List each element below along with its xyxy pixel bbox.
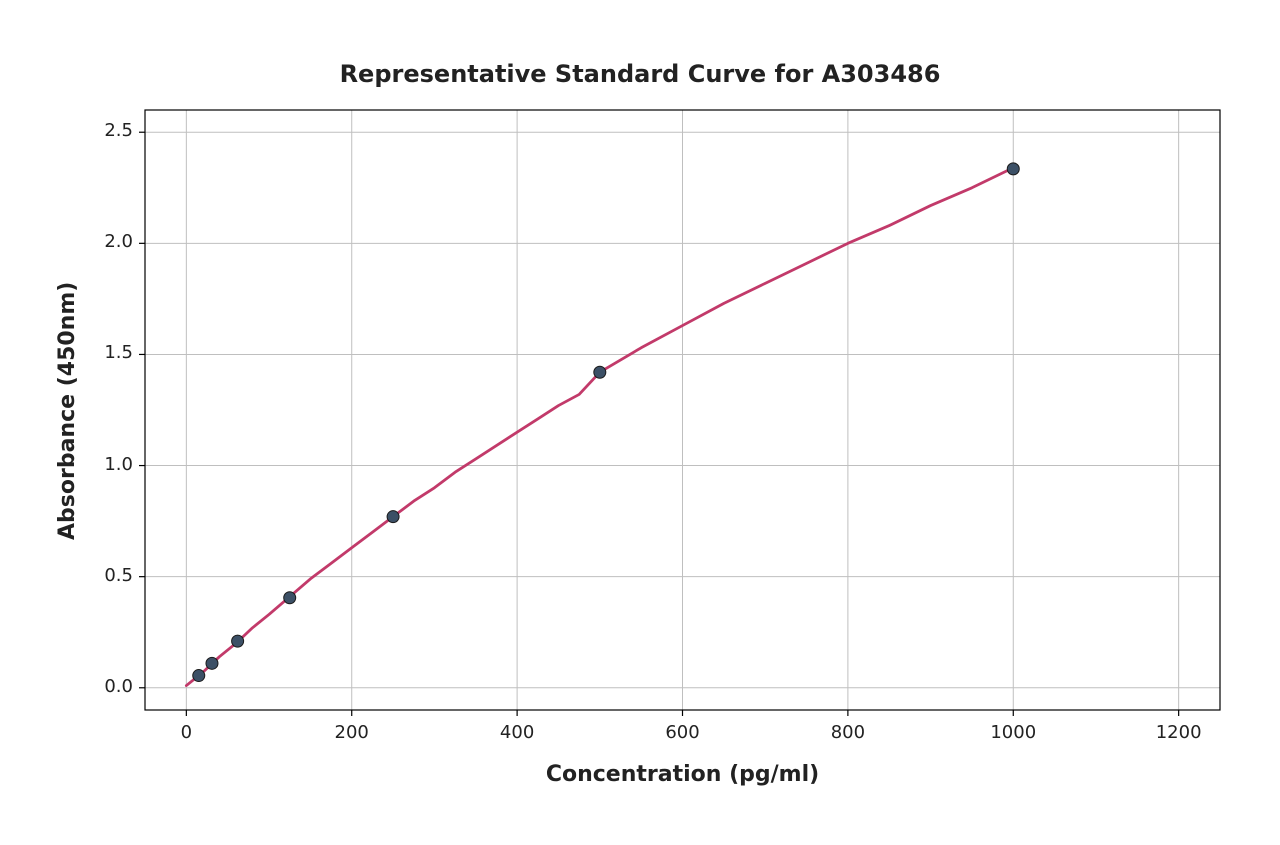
- x-tick-label: 600: [653, 722, 713, 743]
- data-marker: [594, 366, 606, 378]
- x-tick-label: 200: [322, 722, 382, 743]
- chart-container: Representative Standard Curve for A30348…: [0, 0, 1280, 845]
- y-tick-label: 2.0: [104, 231, 133, 252]
- y-axis-label: Absorbance (450nm): [55, 282, 80, 540]
- data-marker: [206, 657, 218, 669]
- y-tick-label: 1.5: [104, 342, 133, 363]
- y-tick-label: 0.0: [104, 676, 133, 697]
- data-marker: [232, 635, 244, 647]
- data-marker: [387, 511, 399, 523]
- x-tick-label: 1000: [983, 722, 1043, 743]
- y-tick-label: 0.5: [104, 565, 133, 586]
- data-marker: [193, 670, 205, 682]
- x-tick-label: 0: [156, 722, 216, 743]
- x-axis-label: Concentration (pg/ml): [0, 762, 1280, 787]
- x-tick-label: 1200: [1149, 722, 1209, 743]
- chart-svg: [0, 0, 1280, 845]
- y-tick-label: 2.5: [104, 120, 133, 141]
- y-tick-label: 1.0: [104, 454, 133, 475]
- data-marker: [284, 592, 296, 604]
- data-marker: [1007, 163, 1019, 175]
- x-tick-label: 400: [487, 722, 547, 743]
- x-tick-label: 800: [818, 722, 878, 743]
